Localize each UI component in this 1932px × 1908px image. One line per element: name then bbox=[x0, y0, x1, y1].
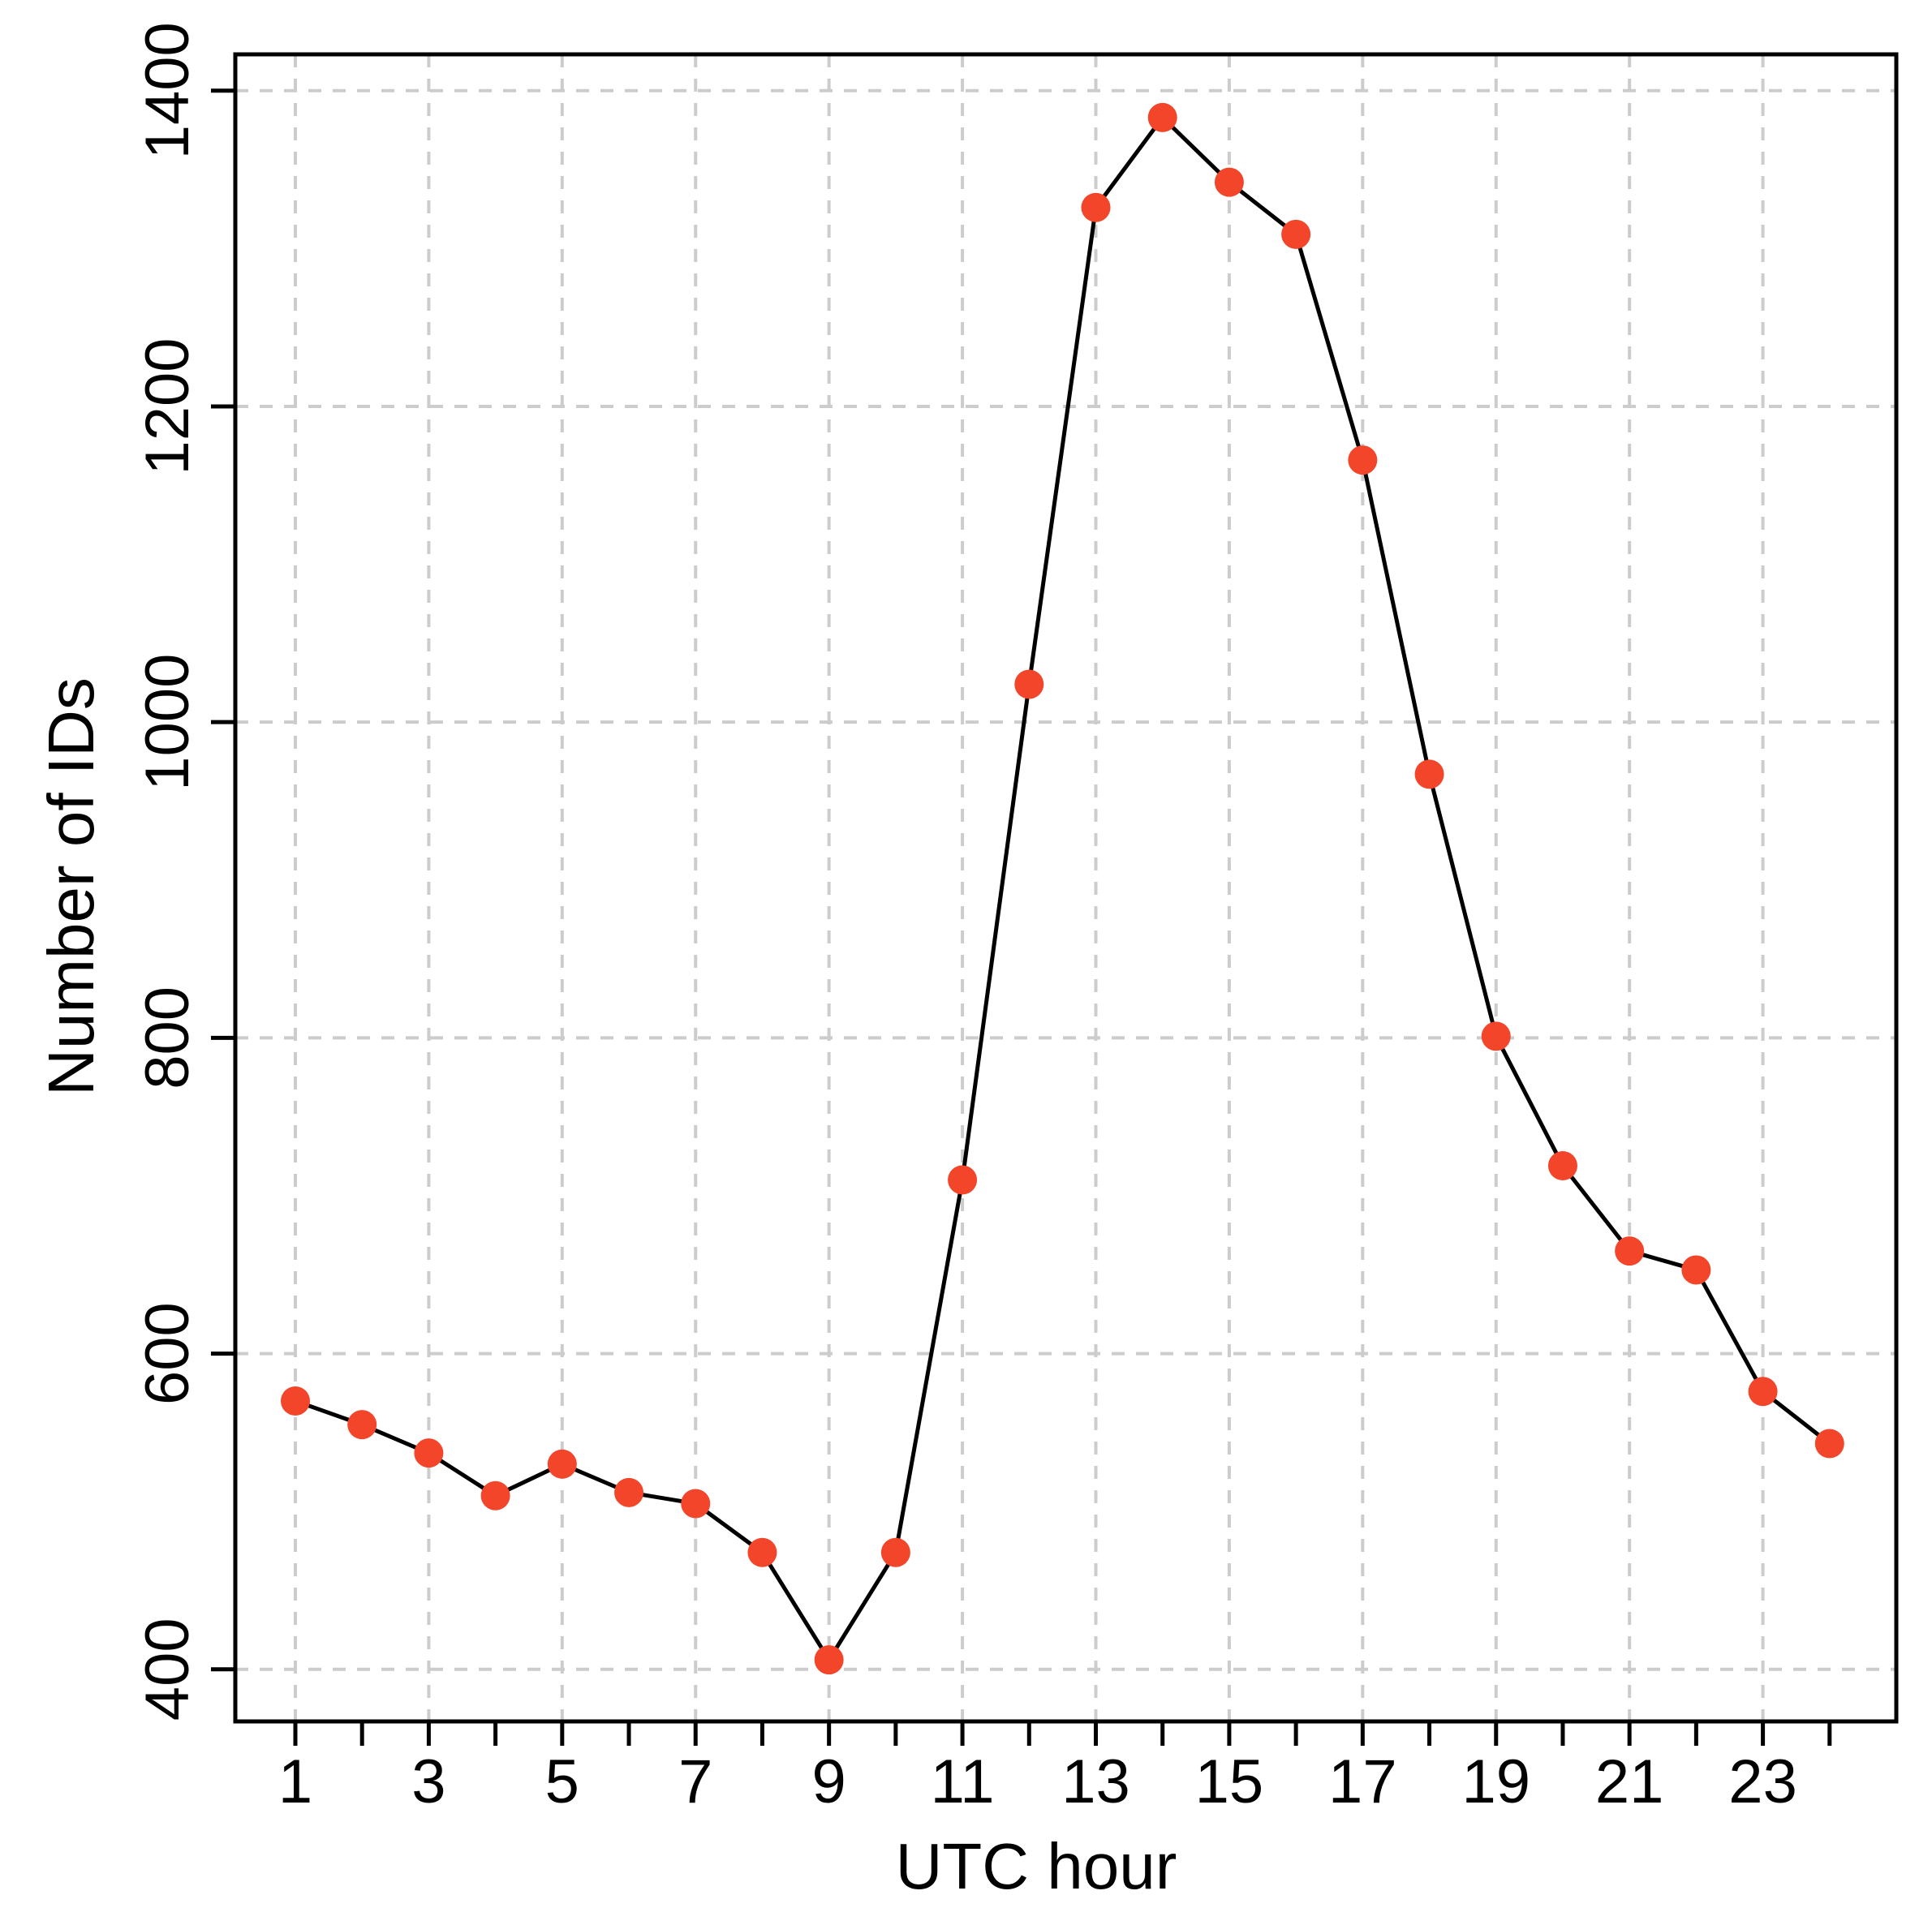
x-tick-label: 7 bbox=[678, 1747, 712, 1816]
y-tick-label: 1000 bbox=[133, 654, 202, 791]
plot-area-frame bbox=[233, 52, 1899, 1724]
x-axis: 1 3 5 7 9 11 13 15 17 19 21 23 bbox=[278, 1721, 1832, 1816]
y-axis-title: Number of IDs bbox=[35, 677, 107, 1096]
data-point bbox=[948, 1165, 978, 1195]
y-tick-label: 800 bbox=[133, 986, 202, 1089]
data-point bbox=[547, 1449, 577, 1479]
x-tick-label: 23 bbox=[1728, 1747, 1797, 1816]
x-tick-label: 5 bbox=[545, 1747, 579, 1816]
data-point bbox=[1147, 102, 1177, 132]
y-axis: 400 600 800 1000 1200 1400 bbox=[133, 22, 235, 1721]
x-tick-label: 15 bbox=[1195, 1747, 1264, 1816]
x-tick-label: 21 bbox=[1595, 1747, 1664, 1816]
data-point bbox=[1615, 1236, 1645, 1266]
data-point bbox=[814, 1645, 844, 1675]
data-point bbox=[1547, 1151, 1577, 1180]
x-tick-label: 13 bbox=[1061, 1747, 1130, 1816]
grid-lines bbox=[235, 54, 1896, 1721]
data-point bbox=[1748, 1377, 1778, 1407]
data-point bbox=[1814, 1429, 1844, 1459]
data-point bbox=[414, 1438, 444, 1468]
data-point bbox=[1481, 1021, 1511, 1051]
data-point bbox=[347, 1410, 377, 1440]
data-point bbox=[880, 1537, 910, 1567]
x-tick-label: 17 bbox=[1328, 1747, 1397, 1816]
data-point bbox=[1014, 669, 1044, 699]
data-point bbox=[1414, 759, 1444, 789]
data-point bbox=[747, 1537, 777, 1567]
series-layer bbox=[280, 102, 1844, 1675]
data-point bbox=[1681, 1255, 1711, 1285]
y-tick-label: 1400 bbox=[133, 22, 202, 159]
x-axis-title: UTC hour bbox=[896, 1830, 1177, 1902]
data-point bbox=[681, 1489, 711, 1519]
y-tick-label: 400 bbox=[133, 1618, 202, 1721]
x-tick-label: 1 bbox=[278, 1747, 312, 1816]
x-tick-label: 11 bbox=[931, 1747, 995, 1816]
data-point bbox=[1281, 219, 1311, 249]
y-tick-label: 1200 bbox=[133, 337, 202, 475]
data-point bbox=[614, 1477, 644, 1507]
x-tick-label: 9 bbox=[812, 1747, 846, 1816]
x-tick-label: 19 bbox=[1461, 1747, 1530, 1816]
data-point bbox=[480, 1480, 510, 1510]
y-tick-label: 600 bbox=[133, 1302, 202, 1405]
data-point bbox=[1348, 445, 1378, 475]
data-point bbox=[1214, 167, 1244, 197]
data-point bbox=[280, 1386, 310, 1416]
series-line bbox=[295, 115, 1831, 1662]
data-point bbox=[1081, 192, 1111, 222]
x-tick-label: 3 bbox=[411, 1747, 445, 1816]
